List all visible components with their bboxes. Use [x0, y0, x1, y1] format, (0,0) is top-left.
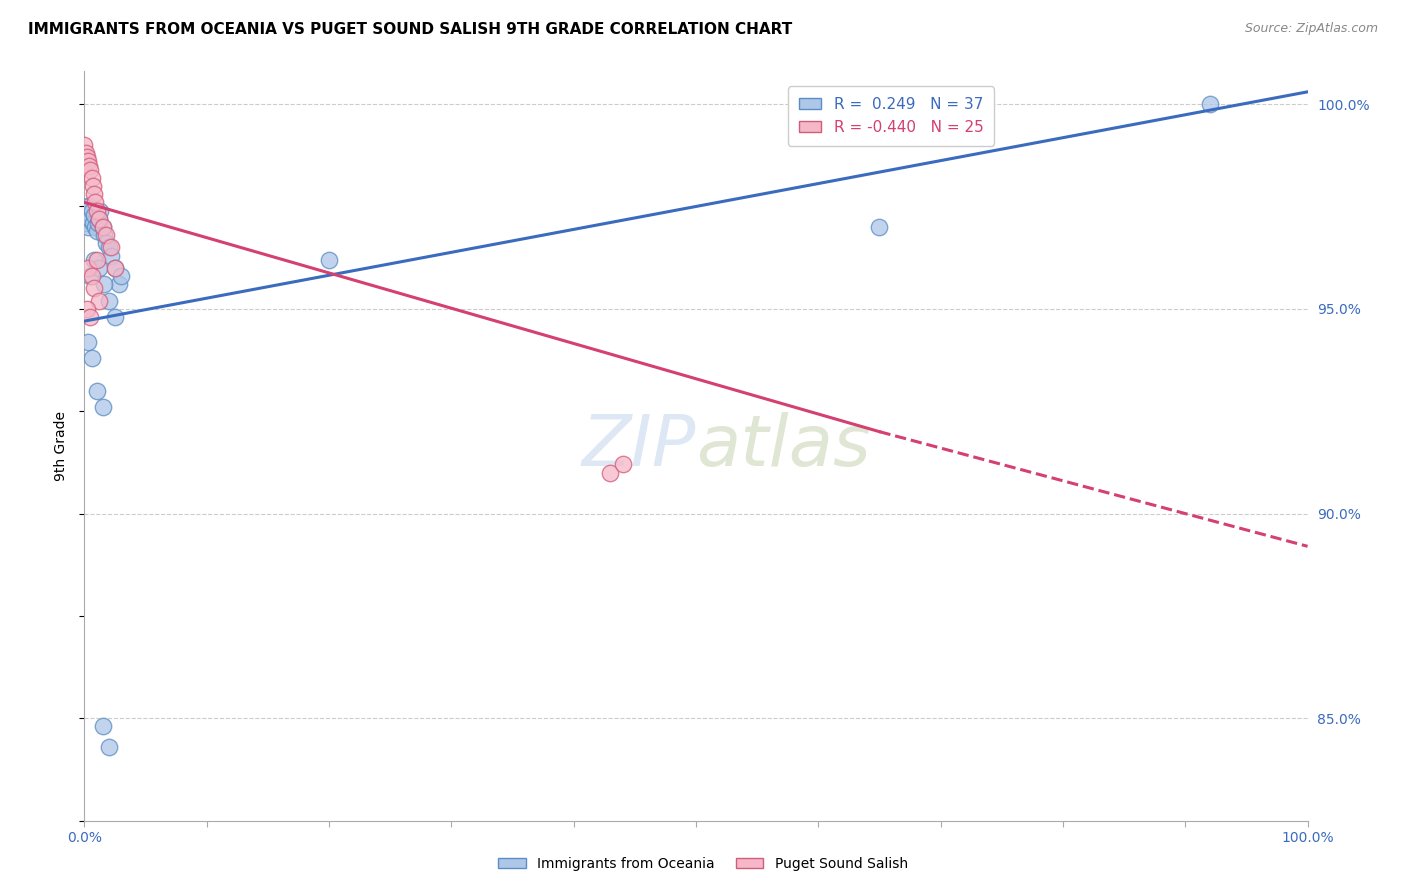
Point — [83, 281, 105, 295]
Point — [77, 219, 100, 234]
Point — [110, 269, 132, 284]
Point — [91, 219, 114, 234]
Point — [91, 400, 114, 414]
Point — [77, 334, 100, 349]
Point — [87, 216, 110, 230]
Point — [612, 458, 634, 472]
Point — [87, 211, 110, 226]
Point — [80, 170, 103, 185]
Point — [77, 159, 100, 173]
Point — [100, 240, 122, 254]
Point — [79, 269, 101, 284]
Point — [87, 293, 110, 308]
Point — [83, 252, 105, 267]
Point — [86, 252, 108, 267]
Point — [84, 195, 107, 210]
Point — [97, 293, 120, 308]
Point — [76, 301, 98, 316]
Point — [869, 219, 891, 234]
Legend: Immigrants from Oceania, Puget Sound Salish: Immigrants from Oceania, Puget Sound Sal… — [492, 851, 914, 876]
Point — [104, 310, 127, 324]
Point — [599, 466, 621, 480]
Point — [76, 211, 98, 226]
Legend: R =  0.249   N = 37, R = -0.440   N = 25: R = 0.249 N = 37, R = -0.440 N = 25 — [787, 87, 994, 145]
Y-axis label: 9th Grade: 9th Grade — [55, 411, 69, 481]
Point — [79, 310, 101, 324]
Point — [80, 269, 103, 284]
Point — [87, 260, 110, 275]
Point — [91, 719, 114, 733]
Point — [107, 277, 129, 292]
Point — [77, 199, 100, 213]
Point — [73, 138, 96, 153]
Point — [79, 211, 101, 226]
Point — [104, 260, 127, 275]
Point — [86, 224, 108, 238]
Point — [104, 260, 127, 275]
Text: IMMIGRANTS FROM OCEANIA VS PUGET SOUND SALISH 9TH GRADE CORRELATION CHART: IMMIGRANTS FROM OCEANIA VS PUGET SOUND S… — [28, 22, 793, 37]
Point — [93, 277, 115, 292]
Text: atlas: atlas — [696, 411, 870, 481]
Point — [79, 162, 101, 177]
Point — [84, 219, 107, 234]
Point — [76, 150, 98, 164]
Point — [80, 203, 103, 218]
Point — [77, 260, 100, 275]
Point — [100, 249, 122, 263]
Point — [77, 199, 100, 213]
Point — [82, 179, 104, 194]
Point — [97, 240, 120, 254]
Point — [318, 252, 340, 267]
Point — [87, 211, 110, 226]
Point — [77, 154, 100, 169]
Point — [96, 236, 118, 251]
Point — [80, 351, 103, 365]
Text: ZIP: ZIP — [582, 411, 696, 481]
Point — [93, 228, 115, 243]
Point — [75, 146, 97, 161]
Point — [97, 739, 120, 754]
Point — [91, 219, 114, 234]
Point — [96, 228, 118, 243]
Text: Source: ZipAtlas.com: Source: ZipAtlas.com — [1244, 22, 1378, 36]
Point — [75, 216, 97, 230]
Point — [1198, 97, 1220, 112]
Point — [83, 208, 105, 222]
Point — [86, 203, 108, 218]
Point — [86, 384, 108, 398]
Point — [82, 216, 104, 230]
Point — [83, 187, 105, 202]
Point — [89, 203, 111, 218]
